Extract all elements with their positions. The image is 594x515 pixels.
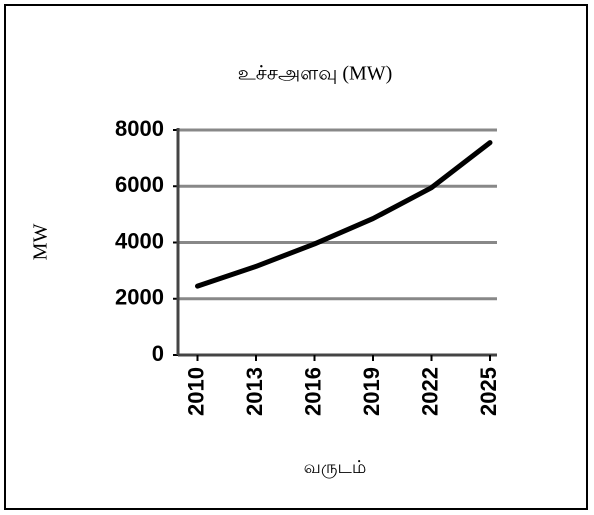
y-tick-label: 8000 — [115, 116, 164, 141]
x-tick-label: 2025 — [476, 367, 501, 416]
x-tick-label: 2013 — [242, 367, 267, 416]
x-tick-label: 2016 — [300, 367, 325, 416]
x-tick-label: 2022 — [417, 367, 442, 416]
x-tick-label: 2019 — [359, 367, 384, 416]
y-tick-label: 0 — [152, 341, 164, 366]
y-tick-label: 4000 — [115, 228, 164, 253]
y-tick-label: 6000 — [115, 172, 164, 197]
y-axis-label: MW — [30, 224, 52, 261]
x-tick-label: 2010 — [183, 367, 208, 416]
frame — [4, 4, 588, 510]
x-axis-label: வருடம் — [304, 457, 367, 478]
line-series — [195, 140, 493, 289]
y-tick-label: 2000 — [115, 285, 164, 310]
chart-title: உச்சஅளவு (MW) — [238, 63, 393, 85]
